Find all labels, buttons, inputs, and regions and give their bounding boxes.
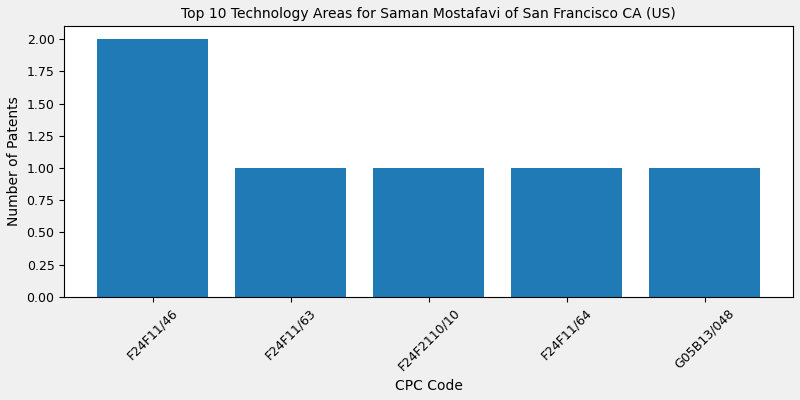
- Bar: [511, 168, 622, 297]
- Bar: [650, 168, 760, 297]
- Bar: [374, 168, 484, 297]
- Y-axis label: Number of Patents: Number of Patents: [7, 97, 21, 226]
- Bar: [235, 168, 346, 297]
- X-axis label: CPC Code: CPC Code: [394, 379, 462, 393]
- Title: Top 10 Technology Areas for Saman Mostafavi of San Francisco CA (US): Top 10 Technology Areas for Saman Mostaf…: [182, 7, 676, 21]
- Bar: [98, 39, 208, 297]
